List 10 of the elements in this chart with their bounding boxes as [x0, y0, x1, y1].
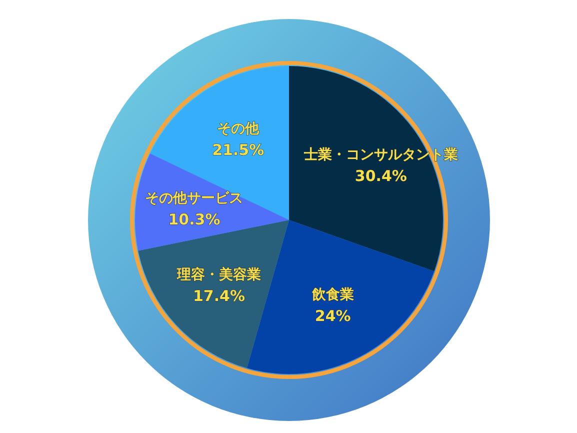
slice-label: 理容・美容業 [176, 266, 261, 283]
data-label: 10.3% [168, 210, 220, 228]
slice-label: その他 [217, 121, 260, 138]
slice-label: その他サービス [145, 190, 244, 206]
data-label: 21.5% [212, 141, 264, 160]
slice-label: 士業・コンサルタント業 [302, 146, 458, 163]
data-label: 30.4% [354, 166, 407, 185]
data-label: 17.4% [192, 286, 246, 305]
slice-label: 飲食業 [310, 286, 354, 303]
data-label: 24% [314, 306, 351, 325]
